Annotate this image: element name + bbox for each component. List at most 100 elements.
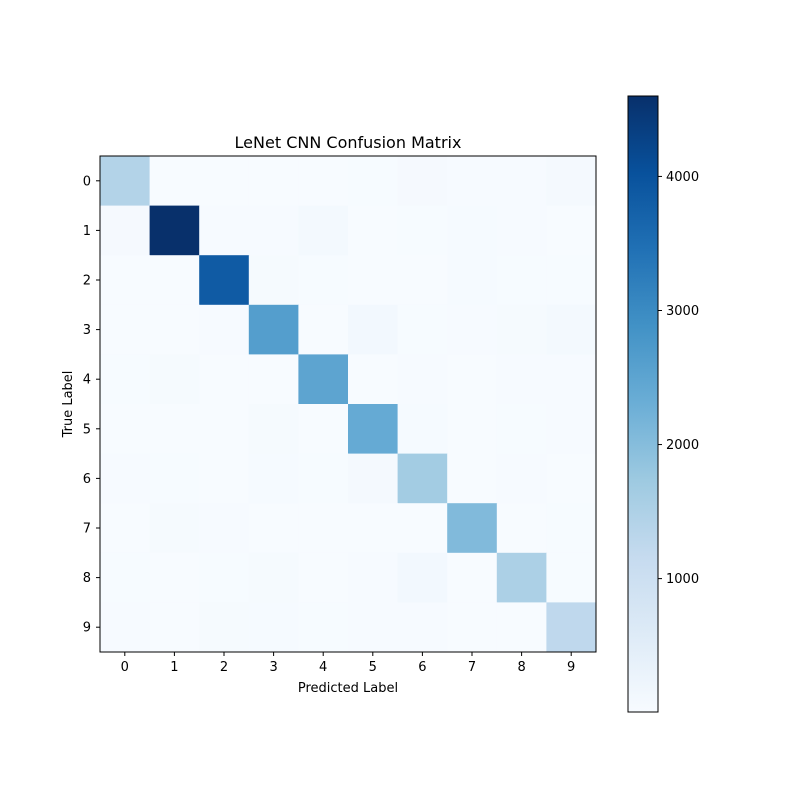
- heatmap-cell: [447, 503, 498, 554]
- heatmap-cell: [546, 503, 597, 554]
- heatmap-cell: [199, 453, 250, 504]
- heatmap-cell: [149, 205, 200, 256]
- colorbar-tick-label: 2000: [666, 438, 699, 453]
- heatmap-cell: [546, 156, 597, 207]
- heatmap-cell: [496, 602, 547, 653]
- heatmap-cell: [100, 156, 151, 207]
- heatmap-cell: [199, 354, 250, 405]
- heatmap-cell: [149, 404, 200, 455]
- heatmap-cell: [100, 552, 151, 603]
- heatmap-cell: [348, 354, 399, 405]
- heatmap-cell: [496, 304, 547, 355]
- y-tick-label: 6: [83, 472, 91, 487]
- heatmap-cell: [397, 552, 448, 603]
- heatmap-cell: [100, 602, 151, 653]
- y-tick-label: 4: [83, 373, 91, 388]
- heatmap-cell: [248, 255, 299, 306]
- colorbar-ticks: 1000 2000 3000 4000: [658, 170, 699, 587]
- heatmap-cell: [496, 156, 547, 207]
- heatmap-cell: [248, 453, 299, 504]
- heatmap-cell: [149, 304, 200, 355]
- heatmap-cell: [248, 602, 299, 653]
- heatmap-cell: [397, 304, 448, 355]
- heatmap-cell: [496, 453, 547, 504]
- heatmap-cell: [248, 354, 299, 405]
- heatmap-cell: [496, 354, 547, 405]
- chart-title: LeNet CNN Confusion Matrix: [235, 133, 462, 152]
- heatmap-cell: [199, 304, 250, 355]
- heatmap-cell: [248, 205, 299, 256]
- heatmap-cell: [248, 404, 299, 455]
- heatmap-cell: [298, 404, 349, 455]
- y-tick-label: 9: [83, 621, 91, 636]
- heatmap-cell: [546, 404, 597, 455]
- heatmap-cell: [546, 552, 597, 603]
- heatmap-cell: [397, 205, 448, 256]
- heatmap-cell: [397, 602, 448, 653]
- x-tick-label: 1: [170, 660, 178, 675]
- y-tick-label: 8: [83, 571, 91, 586]
- heatmap-cell: [348, 453, 399, 504]
- heatmap-cell: [248, 304, 299, 355]
- heatmap-cell: [496, 503, 547, 554]
- heatmap-cell: [248, 156, 299, 207]
- heatmap-cell: [199, 404, 250, 455]
- heatmap-cell: [199, 552, 250, 603]
- heatmap-cell: [100, 503, 151, 554]
- heatmap-cell: [546, 255, 597, 306]
- y-axis-label: True Label: [61, 371, 76, 439]
- heatmap-cell: [248, 552, 299, 603]
- heatmap-cell: [348, 255, 399, 306]
- y-tick-label: 5: [83, 422, 91, 437]
- heatmap-cells: [100, 156, 597, 653]
- heatmap-cell: [496, 404, 547, 455]
- y-tick-label: 3: [83, 323, 91, 338]
- x-tick-label: 8: [517, 660, 525, 675]
- heatmap-cell: [447, 552, 498, 603]
- heatmap-cell: [496, 255, 547, 306]
- heatmap-cell: [298, 255, 349, 306]
- heatmap-cell: [348, 404, 399, 455]
- heatmap-cell: [348, 503, 399, 554]
- heatmap-cell: [348, 156, 399, 207]
- plot-frame: [99, 155, 597, 653]
- heatmap-cell: [149, 503, 200, 554]
- heatmap-cell: [397, 354, 448, 405]
- heatmap-cell: [546, 304, 597, 355]
- x-tick-label: 5: [369, 660, 377, 675]
- colorbar: [627, 95, 659, 713]
- heatmap-cell: [100, 404, 151, 455]
- heatmap-cell: [149, 354, 200, 405]
- heatmap-cell: [397, 255, 448, 306]
- heatmap-cell: [546, 205, 597, 256]
- heatmap-cell: [447, 156, 498, 207]
- heatmap-cell: [149, 552, 200, 603]
- heatmap-cell: [199, 205, 250, 256]
- y-tick-label: 0: [83, 174, 91, 189]
- x-tick-label: 3: [269, 660, 277, 675]
- heatmap-cell: [100, 304, 151, 355]
- heatmap-cell: [149, 156, 200, 207]
- colorbar-tick-label: 1000: [666, 572, 699, 587]
- heatmap-cell: [100, 354, 151, 405]
- heatmap-cell: [298, 205, 349, 256]
- heatmap-cell: [348, 552, 399, 603]
- heatmap-cell: [100, 453, 151, 504]
- y-tick-label: 2: [83, 274, 91, 289]
- heatmap-cell: [149, 453, 200, 504]
- heatmap-cell: [447, 304, 498, 355]
- heatmap-cell: [546, 453, 597, 504]
- heatmap-cell: [447, 602, 498, 653]
- heatmap-cell: [447, 205, 498, 256]
- heatmap-cell: [199, 602, 250, 653]
- x-axis-label: Predicted Label: [298, 681, 398, 696]
- heatmap-cell: [447, 404, 498, 455]
- x-tick-label: 6: [418, 660, 426, 675]
- x-tick-label: 0: [121, 660, 129, 675]
- heatmap-cell: [100, 205, 151, 256]
- heatmap-cell: [298, 453, 349, 504]
- colorbar-tick-label: 3000: [666, 304, 699, 319]
- heatmap-cell: [496, 552, 547, 603]
- heatmap-cell: [298, 156, 349, 207]
